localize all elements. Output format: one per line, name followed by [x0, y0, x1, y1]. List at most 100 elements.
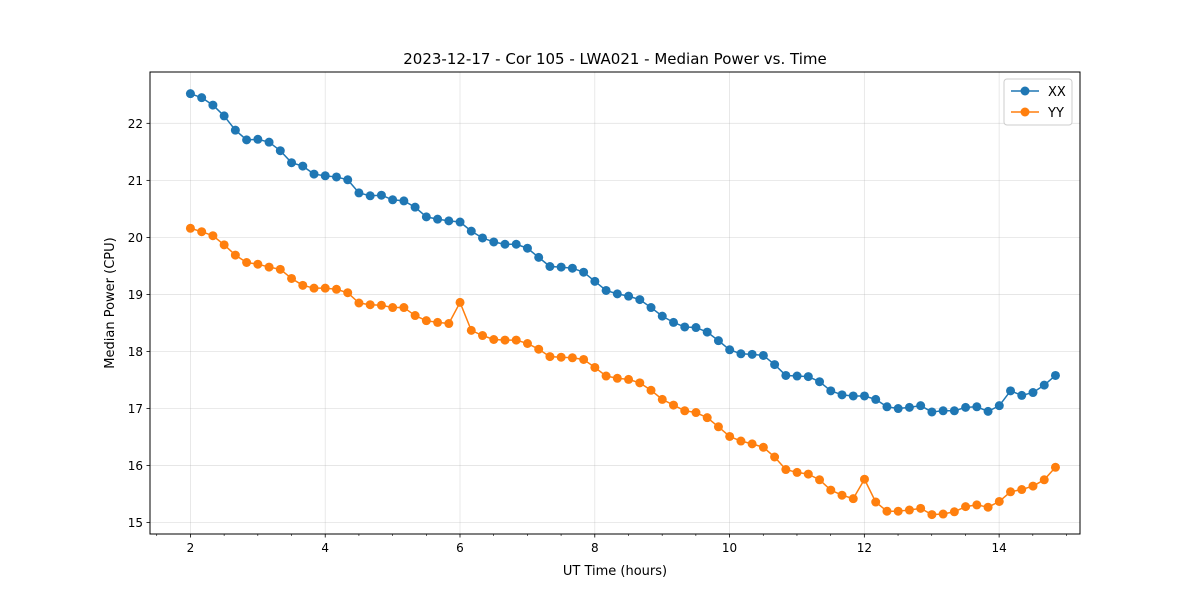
y-tick-label: 21 [128, 174, 143, 188]
data-point-xx [702, 327, 712, 337]
data-point-yy [961, 502, 971, 512]
data-point-xx [680, 322, 690, 332]
data-point-yy [1039, 475, 1049, 485]
data-point-yy [669, 400, 678, 410]
data-point-xx [1006, 386, 1016, 396]
ticks: 2 4 6 8 10 12 14 15 16 17 18 19 20 21 22 [128, 117, 1067, 555]
data-point-yy [826, 485, 836, 495]
x-tick-label: 14 [991, 541, 1006, 555]
data-point-yy [904, 505, 914, 515]
y-tick-label: 20 [128, 231, 143, 245]
data-point-yy [635, 378, 645, 388]
data-point-xx [410, 202, 420, 212]
legend-marker-xx [1020, 86, 1030, 96]
y-tick-label: 19 [128, 288, 143, 302]
data-point-yy [478, 331, 488, 341]
data-point-xx [388, 195, 398, 205]
data-point-xx [455, 217, 465, 227]
data-point-yy [815, 475, 825, 485]
data-point-xx [938, 406, 948, 416]
data-point-xx [466, 226, 476, 236]
plot-frame [149, 71, 1081, 535]
data-point-xx [826, 386, 836, 396]
data-point-yy [938, 509, 948, 519]
data-point-yy [466, 325, 476, 335]
data-point-yy [781, 465, 791, 475]
data-point-xx [961, 402, 971, 412]
data-point-yy [1017, 485, 1027, 495]
data-point-xx [545, 262, 555, 271]
data-point-yy [242, 258, 252, 267]
y-tick-label: 16 [128, 459, 143, 473]
data-point-yy [309, 283, 319, 293]
data-point-xx [601, 285, 611, 295]
data-point-xx [691, 323, 701, 333]
data-point-yy [803, 469, 813, 479]
data-point-xx [1028, 388, 1038, 398]
data-point-xx [669, 317, 678, 327]
data-point-yy [185, 223, 195, 233]
data-point-xx [287, 158, 297, 168]
data-point-yy [275, 264, 285, 274]
x-tick-label: 6 [456, 541, 464, 555]
data-point-yy [230, 250, 240, 260]
data-point-yy [545, 352, 555, 362]
data-point-xx [478, 233, 488, 243]
data-point-yy [534, 344, 544, 354]
legend-marker-yy [1020, 107, 1030, 117]
data-point-xx [343, 175, 353, 185]
data-point-yy [770, 452, 780, 462]
y-tick-label: 18 [128, 345, 143, 359]
data-point-yy [421, 316, 431, 326]
data-point-yy [702, 413, 712, 423]
data-point-xx [309, 169, 319, 179]
data-point-xx [331, 172, 341, 182]
data-point-yy [725, 431, 735, 441]
data-point-yy [331, 284, 341, 294]
data-point-xx [792, 371, 802, 381]
series-layer [185, 89, 1060, 520]
data-point-xx [534, 252, 544, 262]
data-point-yy [365, 300, 375, 310]
data-point-yy [556, 352, 566, 362]
x-tick-label: 12 [857, 541, 872, 555]
data-point-xx [230, 125, 240, 135]
data-point-yy [219, 240, 229, 250]
data-point-yy [983, 502, 993, 512]
series-yy [185, 223, 1060, 520]
data-point-yy [736, 436, 746, 446]
data-point-yy [916, 503, 926, 513]
data-point-xx [1050, 370, 1060, 380]
data-point-xx [567, 263, 577, 273]
data-point-xx [208, 100, 218, 110]
data-point-xx [657, 311, 667, 321]
data-point-yy [410, 311, 420, 321]
data-point-xx [713, 336, 723, 346]
data-point-xx [635, 295, 645, 305]
y-tick-label: 15 [128, 516, 143, 530]
data-point-xx [219, 111, 229, 121]
series-xx [185, 89, 1060, 417]
data-point-xx [556, 262, 566, 272]
chart-title: 2023-12-17 - Cor 105 - LWA021 - Median P… [403, 50, 827, 68]
data-point-xx [354, 188, 364, 198]
data-point-xx [972, 402, 982, 412]
data-point-xx [770, 360, 780, 370]
data-point-yy [455, 297, 465, 307]
x-tick-label: 10 [722, 541, 737, 555]
data-point-yy [657, 394, 667, 404]
data-point-xx [927, 407, 937, 417]
data-point-xx [365, 191, 375, 201]
data-point-xx [197, 93, 207, 103]
data-point-xx [848, 391, 858, 401]
data-point-xx [624, 291, 634, 301]
data-point-yy [859, 474, 869, 484]
y-tick-label: 17 [128, 402, 143, 416]
data-point-yy [646, 385, 656, 395]
data-point-xx [949, 406, 959, 416]
data-point-xx [758, 350, 768, 360]
data-point-yy [579, 354, 589, 364]
data-point-xx [433, 214, 443, 224]
data-point-xx [500, 239, 510, 249]
